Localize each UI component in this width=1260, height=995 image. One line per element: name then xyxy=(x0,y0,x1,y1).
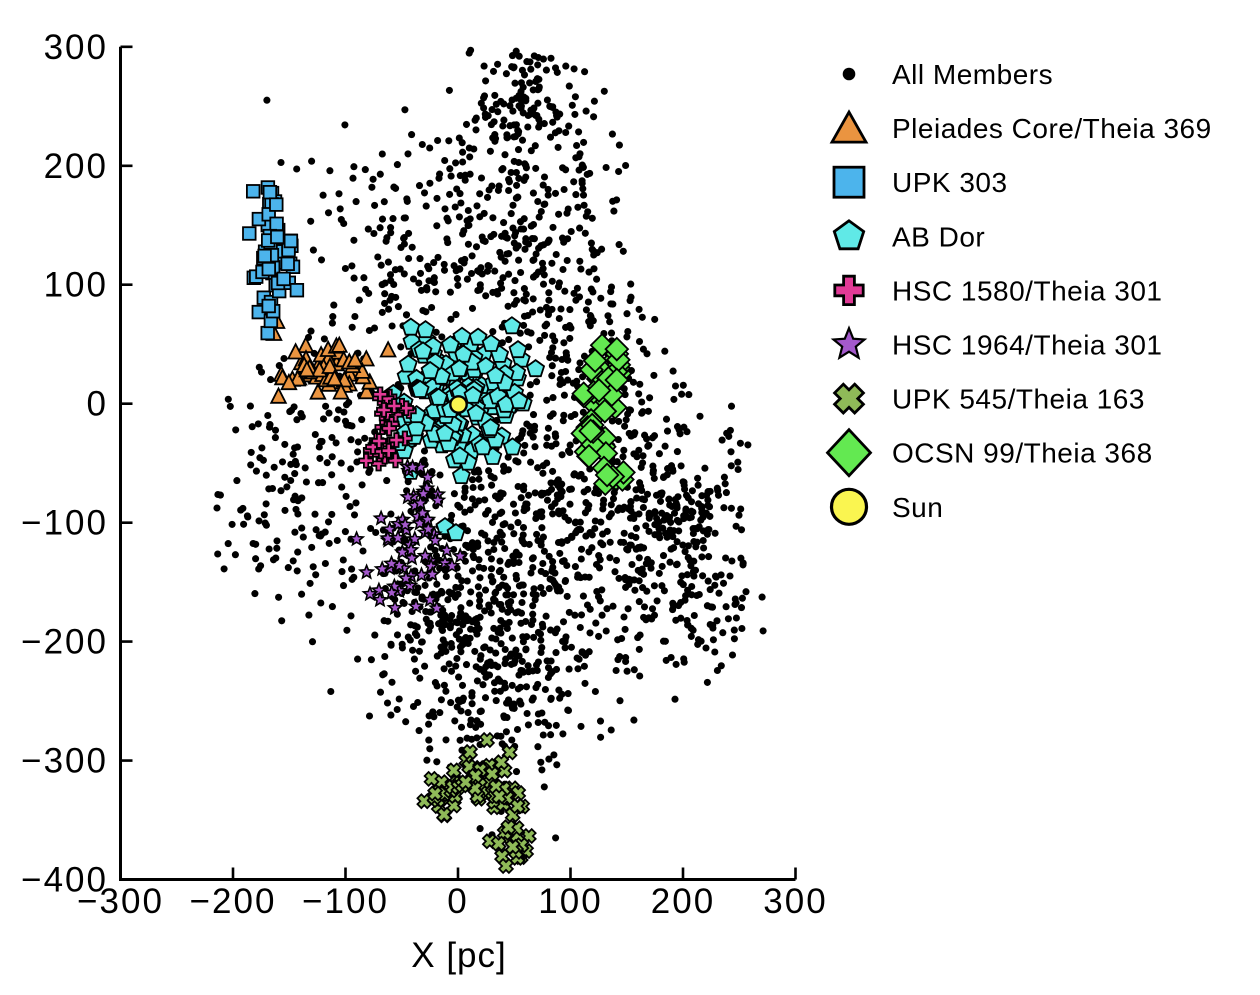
svg-text:−200: −200 xyxy=(21,623,108,662)
svg-text:HSC 1580/Theia 301: HSC 1580/Theia 301 xyxy=(892,275,1163,306)
svg-text:−100: −100 xyxy=(21,504,108,543)
svg-text:0: 0 xyxy=(87,385,108,424)
svg-text:Pleiades Core/Theia 369: Pleiades Core/Theia 369 xyxy=(892,113,1212,144)
svg-text:100: 100 xyxy=(44,266,108,305)
svg-text:300: 300 xyxy=(763,882,827,921)
svg-text:300: 300 xyxy=(44,28,108,67)
svg-text:UPK 303: UPK 303 xyxy=(892,167,1008,198)
svg-text:UPK 545/Theia 163: UPK 545/Theia 163 xyxy=(892,384,1145,415)
svg-text:AB Dor: AB Dor xyxy=(892,221,985,252)
svg-text:All Members: All Members xyxy=(892,59,1053,90)
svg-text:−400: −400 xyxy=(21,861,108,900)
svg-text:−100: −100 xyxy=(302,882,389,921)
svg-text:−300: −300 xyxy=(21,742,108,781)
svg-text:OCSN 99/Theia 368: OCSN 99/Theia 368 xyxy=(892,438,1153,469)
svg-text:0: 0 xyxy=(447,882,468,921)
svg-text:100: 100 xyxy=(538,882,602,921)
svg-text:HSC 1964/Theia 301: HSC 1964/Theia 301 xyxy=(892,330,1163,361)
svg-text:−300: −300 xyxy=(77,882,164,921)
svg-text:X [pc]: X [pc] xyxy=(411,936,506,975)
svg-text:200: 200 xyxy=(651,882,715,921)
svg-text:Sun: Sun xyxy=(892,492,943,523)
svg-text:−200: −200 xyxy=(190,882,277,921)
svg-text:200: 200 xyxy=(44,147,108,186)
